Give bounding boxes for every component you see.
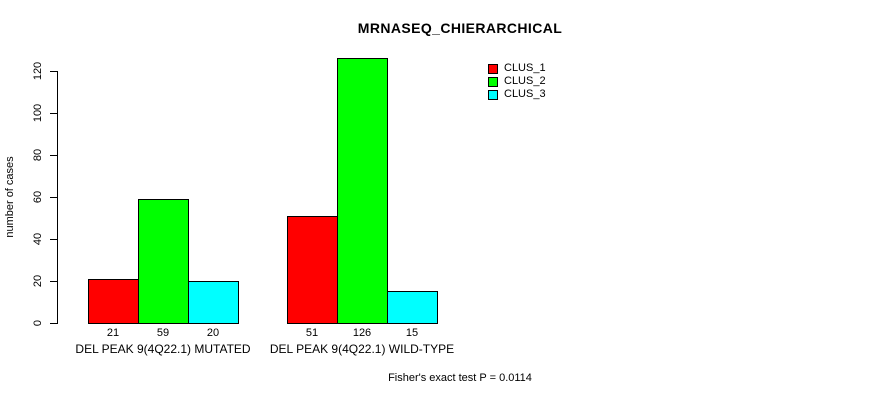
y-tick-label: 0: [32, 319, 44, 327]
x-category-label: DEL PEAK 9(4Q22.1) WILD-TYPE: [269, 342, 455, 356]
legend-label: CLUS_3: [504, 88, 546, 100]
y-tick-label: 120: [32, 61, 44, 81]
y-tick-label: 20: [32, 274, 44, 288]
chart-title: MRNASEQ_CHIERARCHICAL: [357, 20, 563, 36]
y-axis-label: number of cases: [4, 156, 16, 238]
bar-clus_1-group1: [88, 279, 139, 324]
bar-value-label: 59: [156, 327, 170, 339]
bar-clus_2-group2: [337, 58, 388, 324]
x-category-label: DEL PEAK 9(4Q22.1) MUTATED: [75, 342, 251, 356]
bar-value-label: 126: [352, 327, 372, 339]
bar-clus_3-group2: [387, 291, 438, 324]
y-tick-mark: [50, 197, 57, 198]
legend-swatch-clus_3: [488, 89, 498, 100]
y-tick-mark: [50, 281, 57, 282]
y-tick-mark: [50, 113, 57, 114]
legend-swatch-clus_2: [488, 76, 498, 87]
y-tick-label: 100: [32, 103, 44, 123]
legend-item-clus_2: CLUS_2: [488, 75, 546, 88]
bar-clus_3-group1: [188, 281, 239, 324]
y-tick-mark: [50, 71, 57, 72]
bar-value-label: 20: [206, 327, 220, 339]
y-tick-mark: [50, 323, 57, 324]
y-tick-mark: [50, 155, 57, 156]
legend-swatch-clus_1: [488, 63, 498, 74]
legend-label: CLUS_2: [504, 75, 546, 87]
bar-clus_1-group2: [287, 216, 338, 324]
y-tick-label: 40: [32, 232, 44, 246]
bar-value-label: 21: [106, 327, 120, 339]
bar-clus_2-group1: [138, 199, 189, 324]
y-tick-label: 80: [32, 148, 44, 162]
bar-value-label: 51: [305, 327, 319, 339]
y-tick-mark: [50, 239, 57, 240]
legend-item-clus_1: CLUS_1: [488, 62, 546, 75]
y-tick-label: 60: [32, 190, 44, 204]
legend-item-clus_3: CLUS_3: [488, 88, 546, 101]
legend-label: CLUS_1: [504, 62, 546, 74]
bar-value-label: 15: [405, 327, 419, 339]
legend: CLUS_1 CLUS_2 CLUS_3: [488, 62, 546, 101]
y-axis-line: [57, 71, 58, 324]
annotation-text: Fisher's exact test P = 0.0114: [388, 372, 532, 384]
